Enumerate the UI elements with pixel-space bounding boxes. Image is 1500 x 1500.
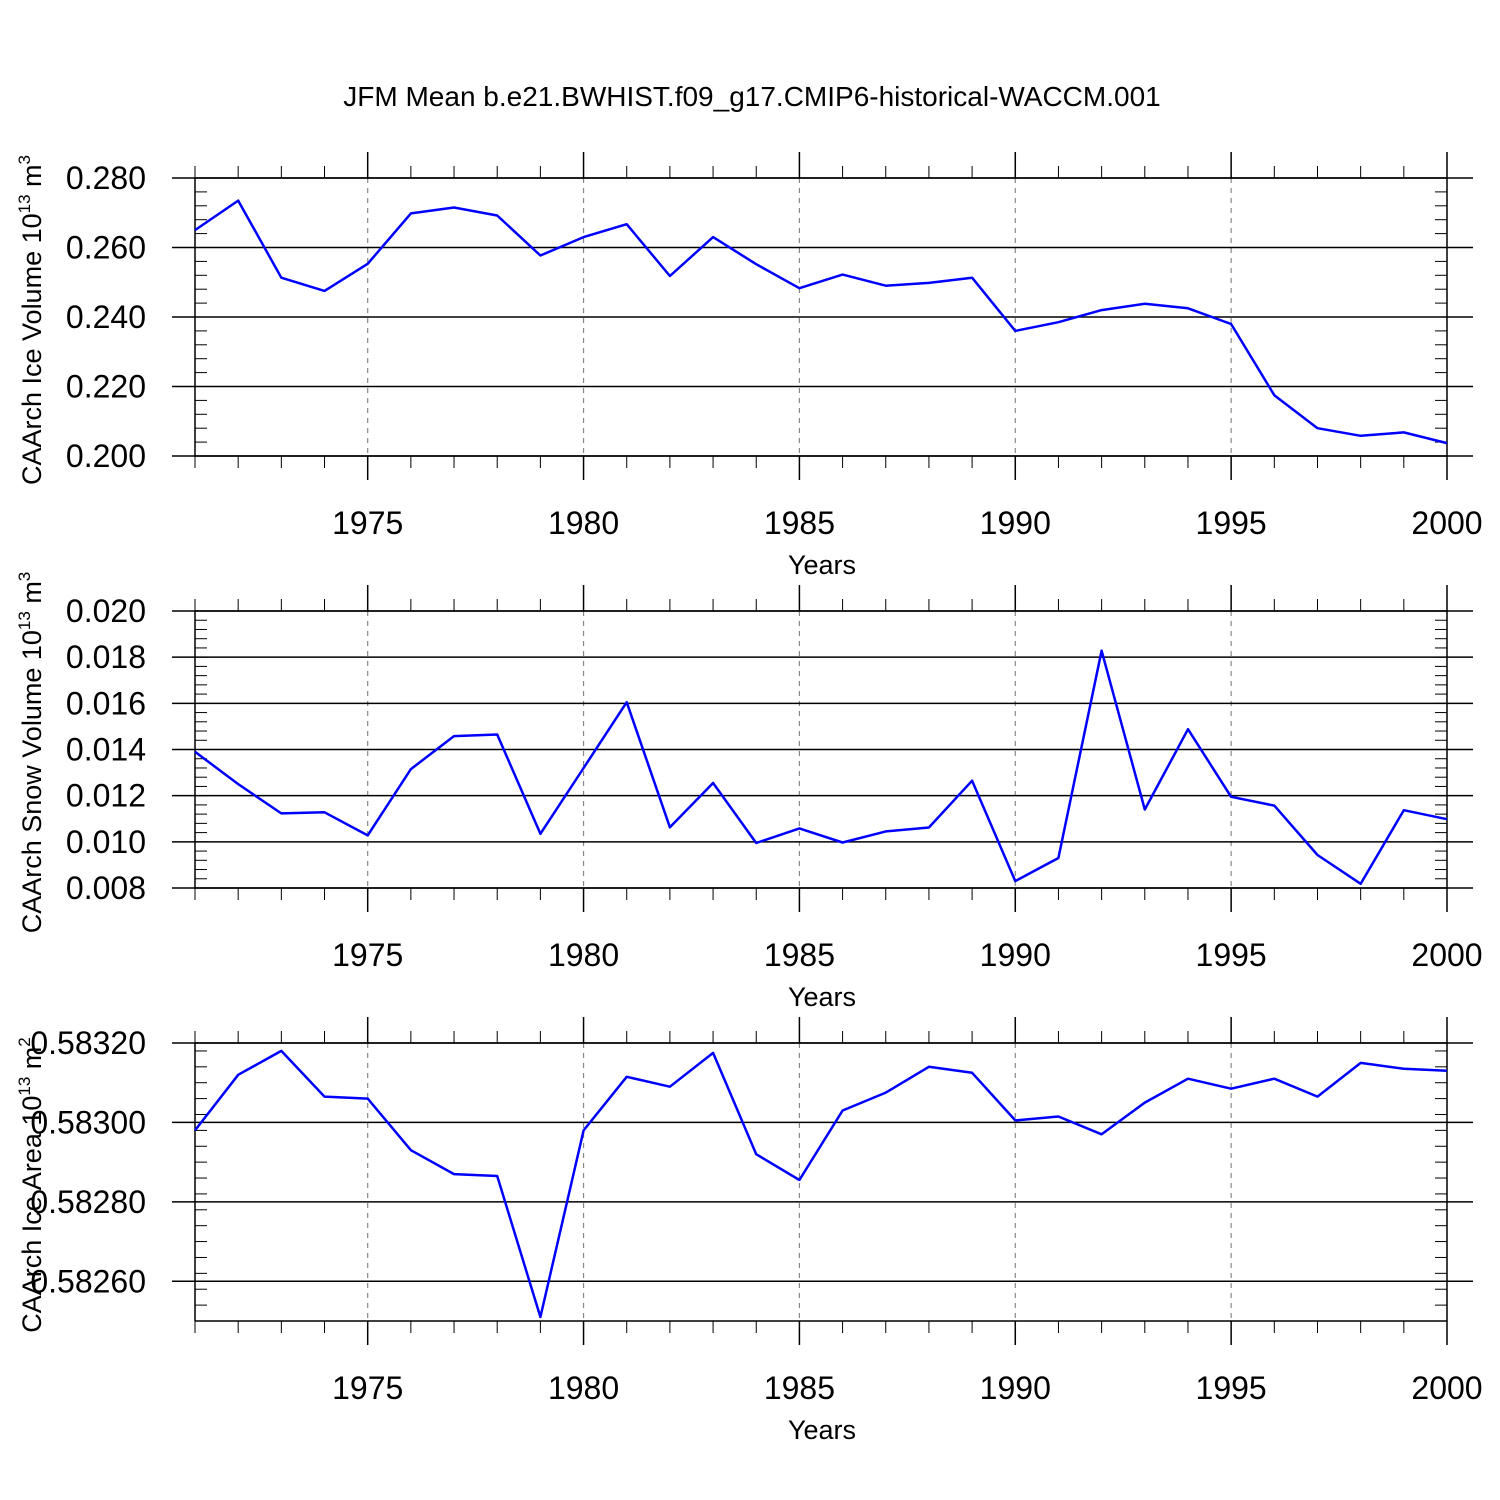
panel-3-x-tick-label: 1975: [332, 1370, 403, 1406]
panel-2-series-line: [194, 649, 1448, 886]
panel-1-y-tick-label: 0.280: [66, 160, 146, 196]
panel-1-x-tick-label: 1975: [332, 505, 403, 541]
panel-3-y-axis-label: CAArch Ice Area 1013 m2: [15, 1037, 47, 1333]
panel-2-y-tick-label: 0.012: [66, 778, 146, 814]
panel-2-x-axis-label: Years: [788, 982, 856, 1012]
panel-3-x-tick-label: 1985: [764, 1370, 835, 1406]
panel-3-y-tick-label: 0.58300: [30, 1104, 146, 1140]
panel-2-x-tick-label: 1985: [764, 937, 835, 973]
panel-2-y-tick-label: 0.014: [66, 732, 146, 768]
panel-1-x-tick-label: 1995: [1196, 505, 1267, 541]
panel-2-x-tick-label: 1990: [980, 937, 1051, 973]
panel-1-y-tick-label: 0.200: [66, 438, 146, 474]
panel-1-y-tick-label: 0.220: [66, 369, 146, 405]
panel-1-y-axis-label: CAArch Ice Volume 1013 m3: [15, 155, 47, 485]
panel-3-y-tick-label: 0.58260: [30, 1263, 146, 1299]
panel-1-y-tick-label: 0.260: [66, 230, 146, 266]
panel-3-x-axis-label: Years: [788, 1415, 856, 1445]
panel-1-y-tick-label: 0.240: [66, 299, 146, 335]
panel-3-y-tick-label: 0.58280: [30, 1184, 146, 1220]
panel-3-y-tick-label: 0.58320: [30, 1025, 146, 1061]
panel-3-x-tick-label: 1995: [1196, 1370, 1267, 1406]
panel-2-y-tick-label: 0.020: [66, 593, 146, 629]
panel-3-x-tick-label: 1980: [548, 1370, 619, 1406]
panel-1: 0.200 0.220 0.240 0.260 0.280 1975 1980 1985 199…: [15, 152, 1483, 580]
panel-1-x-tick-label: 1985: [764, 505, 835, 541]
panel-2-y-tick-label: 0.016: [66, 685, 146, 721]
panel-2-y-axis-label: CAArch Snow Volume 1013 m3: [15, 572, 47, 934]
panel-1-x-tick-label: 1990: [980, 505, 1051, 541]
panel-2-x-tick-label: 1995: [1196, 937, 1267, 973]
panel-2: 0.008 0.010 0.012 0.014 0.016 0.018 0.020 1975 1…: [15, 572, 1483, 1012]
panel-2-y-tick-label: 0.008: [66, 870, 146, 906]
panel-1-x-axis-label: Years: [788, 550, 856, 580]
panel-2-y-tick-label: 0.010: [66, 824, 146, 860]
panel-3-series-line: [194, 1049, 1448, 1319]
panel-3-x-tick-label: 1990: [980, 1370, 1051, 1406]
panel-2-x-tick-label: 1975: [332, 937, 403, 973]
chart-title: JFM Mean b.e21.BWHIST.f09_g17.CMIP6-hist…: [343, 81, 1160, 112]
panel-3: 0.58260 0.58280 0.58300 0.58320 1975 1980 1985…: [15, 1017, 1483, 1445]
panel-1-x-tick-label: 1980: [548, 505, 619, 541]
panel-1-series-line: [194, 199, 1448, 445]
panel-2-x-tick-label: 1980: [548, 937, 619, 973]
panel-3-x-tick-label: 2000: [1411, 1370, 1482, 1406]
panel-2-y-tick-label: 0.018: [66, 639, 146, 675]
panel-2-x-tick-label: 2000: [1411, 937, 1482, 973]
panel-1-x-tick-label: 2000: [1411, 505, 1482, 541]
